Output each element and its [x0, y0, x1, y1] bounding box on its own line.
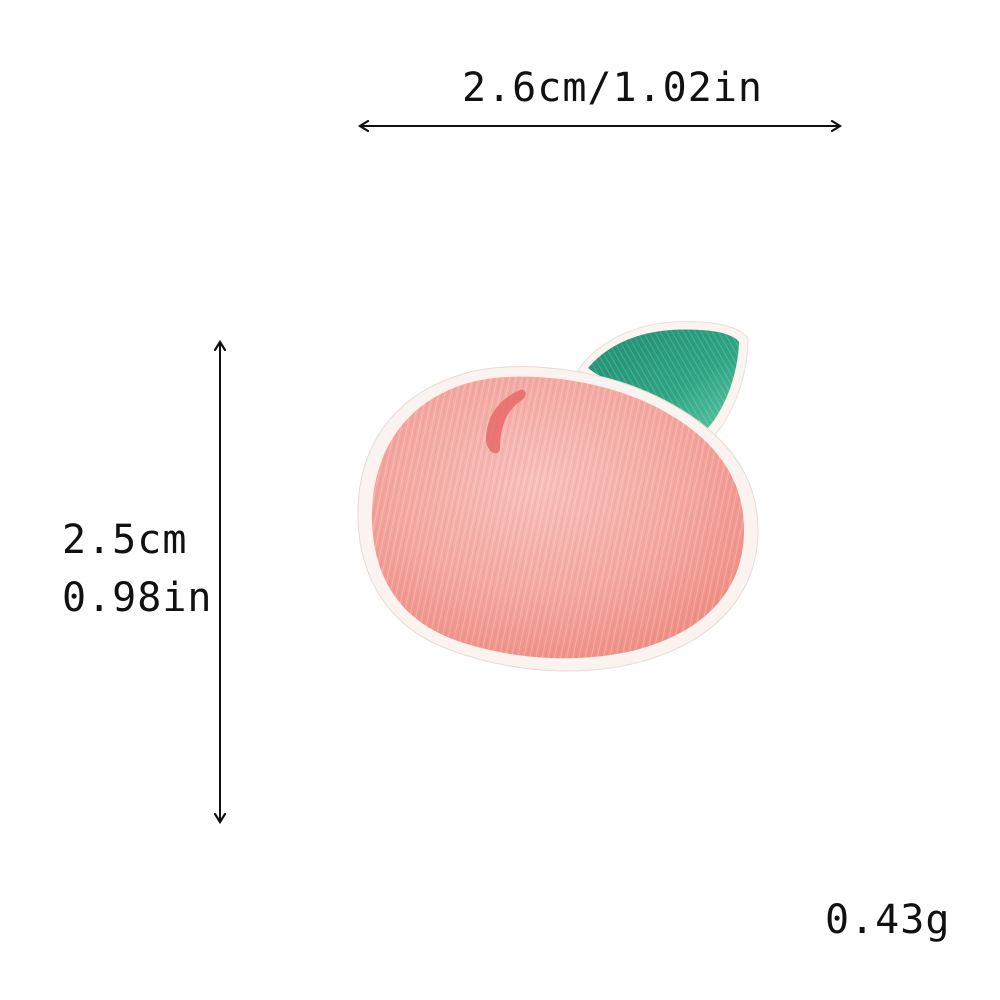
height-cm-label: 2.5cm: [62, 517, 188, 563]
peach-crease-icon: [486, 389, 526, 454]
width-dimension-label: 2.6cm/1.02in: [462, 65, 763, 111]
height-in-label: 0.98in: [62, 575, 213, 621]
weight-label: 0.43g: [825, 897, 951, 943]
peach-patch-icon: [357, 321, 759, 672]
